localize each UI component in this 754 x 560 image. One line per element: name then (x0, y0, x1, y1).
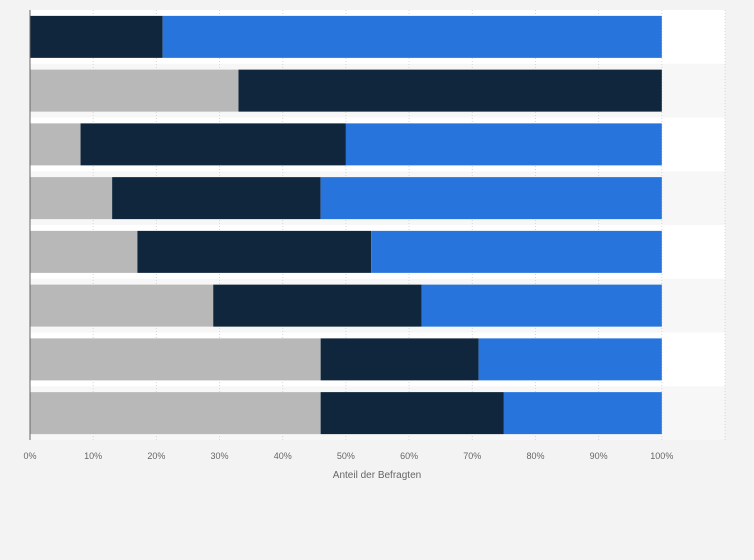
bar-segment-s2-row6 (213, 284, 422, 327)
x-tick-label: 50% (337, 451, 355, 461)
bar-segment-s1-row4 (30, 177, 113, 220)
bar-segment-s1-row7 (30, 338, 321, 381)
bar-segment-s3-row3 (345, 123, 662, 166)
bar-segment-s3-row7 (478, 338, 662, 381)
bar-segment-s1-row8 (30, 392, 321, 435)
bar-segment-s2-row1 (30, 15, 163, 58)
bar-segment-s1-row2 (30, 69, 239, 112)
bar-segment-s3-row1 (162, 15, 662, 58)
x-tick-label: 30% (211, 451, 229, 461)
bar-segment-s2-row3 (80, 123, 346, 166)
bar-segment-s1-row5 (30, 230, 138, 273)
x-tick-labels: 0% 10% 20% 30% 40% 50% 60% 70% 80% 90% 100% (23, 451, 673, 461)
bars (30, 15, 662, 435)
x-tick-label: 10% (84, 451, 102, 461)
bar-segment-s2-row5 (137, 230, 372, 273)
x-tick-label: 0% (23, 451, 36, 461)
bar-segment-s1-row6 (30, 284, 214, 327)
x-tick-label: 20% (147, 451, 165, 461)
bar-segment-s2-row4 (112, 177, 321, 220)
x-tick-label: 100% (650, 451, 673, 461)
x-axis-label: Anteil der Befragten (333, 470, 421, 481)
x-tick-label: 40% (274, 451, 292, 461)
bar-segment-s3-row4 (320, 177, 662, 220)
x-tick-label: 90% (590, 451, 608, 461)
bar-segment-s1-row3 (30, 123, 81, 166)
bar-segment-s2-row8 (320, 392, 504, 435)
x-tick-label: 80% (526, 451, 544, 461)
x-tick-label: 70% (463, 451, 481, 461)
bar-segment-s2-row2 (238, 69, 662, 112)
bar-segment-s2-row7 (320, 338, 479, 381)
bar-segment-s3-row6 (421, 284, 662, 327)
bar-segment-s3-row5 (371, 230, 662, 273)
x-tick-label: 60% (400, 451, 418, 461)
bar-segment-s3-row8 (503, 392, 662, 435)
